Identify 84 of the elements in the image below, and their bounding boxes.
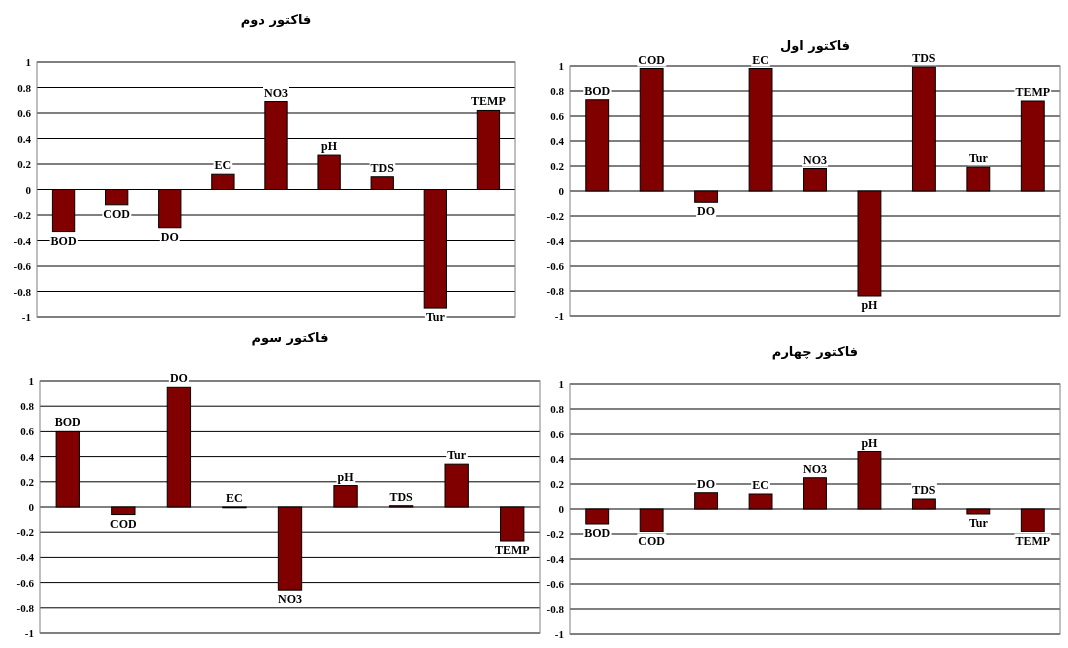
chart-title: فاکتور دوم	[240, 12, 312, 28]
x-tick-label: Tur	[447, 448, 467, 463]
x-tick-label: NO3	[264, 85, 288, 100]
x-tick-label: COD	[103, 206, 131, 221]
x-tick-label: TEMP	[494, 543, 530, 558]
y-tick-label: -1	[554, 310, 564, 322]
y-tick-label: 0.4	[20, 450, 35, 463]
chart-title: فاکتور چهارم	[771, 344, 859, 360]
y-tick-label: 0.8	[550, 85, 565, 97]
x-tick-label: NO3	[278, 592, 302, 607]
x-tick-label: TDS	[389, 489, 414, 504]
y-tick-label: 0	[28, 501, 35, 513]
y-tick-label: -0.4	[546, 553, 565, 565]
x-tick-label: EC	[214, 158, 232, 173]
y-tick-label: -0.8	[16, 601, 35, 614]
x-tick-label: pH	[861, 435, 879, 450]
y-tick-label: -0.2	[546, 528, 565, 540]
chart-title: فاکتور سوم	[251, 330, 329, 346]
x-tick-label: TDS	[370, 160, 395, 175]
y-tick-label: -1	[21, 311, 31, 323]
y-tick-label: 1	[558, 378, 564, 390]
x-tick-label: EC	[226, 491, 243, 505]
y-tick-label: -0.8	[546, 603, 565, 615]
y-tick-label: 0.2	[20, 475, 35, 488]
x-tick-label: COD	[110, 516, 137, 531]
y-tick-label: 0.4	[17, 132, 32, 145]
y-tick-label: 0.8	[20, 400, 35, 413]
x-tick-label: TEMP	[471, 94, 506, 109]
x-tick-label: NO3	[803, 461, 827, 476]
y-tick-label: -0.8	[546, 285, 565, 297]
x-tick-label: COD	[638, 52, 666, 67]
y-tick-label: 0.8	[550, 403, 565, 415]
y-tick-label: 0.4	[550, 135, 565, 147]
x-tick-label: pH	[861, 298, 879, 312]
y-tick-label: -0.4	[16, 551, 35, 564]
x-tick-label: NO3	[803, 152, 827, 167]
x-tick-label: Tur	[425, 310, 446, 325]
y-tick-label: -0.2	[546, 210, 565, 222]
x-tick-label: TEMP	[1015, 85, 1051, 99]
x-tick-label: COD	[638, 533, 666, 548]
y-tick-label: -1	[554, 628, 564, 640]
x-tick-label: TDS	[912, 51, 936, 66]
x-tick-label: BOD	[584, 83, 611, 98]
y-tick-label: -0.6	[16, 576, 35, 589]
x-tick-label: pH	[321, 139, 338, 154]
y-tick-label: -0.6	[13, 260, 32, 272]
x-tick-label: Tur	[968, 516, 989, 530]
x-tick-label: Tur	[968, 151, 989, 166]
y-tick-label: -0.4	[13, 234, 32, 247]
y-tick-label: 0.2	[550, 478, 565, 490]
y-tick-label: 1	[558, 60, 564, 72]
x-tick-label: BOD	[584, 526, 611, 540]
x-tick-label: EC	[752, 52, 769, 67]
x-tick-label: DO	[169, 371, 188, 386]
y-tick-label: -0.6	[546, 260, 565, 272]
y-tick-label: 0.8	[17, 81, 32, 94]
y-tick-label: -0.2	[13, 209, 32, 221]
x-tick-label: TEMP	[1015, 533, 1051, 548]
x-tick-label: DO	[697, 476, 716, 491]
y-tick-label: 0.2	[17, 158, 32, 170]
y-tick-label: -1	[24, 627, 34, 639]
y-tick-label: 0	[558, 185, 565, 197]
y-tick-label: -0.2	[16, 526, 35, 539]
y-tick-label: -0.8	[13, 285, 32, 298]
x-tick-label: TDS	[912, 483, 936, 497]
x-tick-label: DO	[160, 229, 179, 244]
y-tick-label: 0.6	[550, 428, 565, 440]
x-tick-label: BOD	[50, 233, 77, 248]
y-tick-label: 0	[25, 183, 32, 196]
y-tick-label: 0.2	[550, 160, 565, 172]
y-tick-label: -0.4	[546, 235, 565, 247]
y-tick-label: -0.6	[546, 578, 565, 590]
y-tick-label: 0	[558, 503, 565, 515]
y-tick-label: 0.6	[17, 107, 32, 119]
x-tick-label: EC	[752, 478, 769, 492]
y-tick-label: 0.4	[550, 453, 565, 465]
x-tick-label: BOD	[54, 415, 82, 430]
y-tick-label: 1	[25, 56, 31, 68]
y-tick-label: 0.6	[20, 425, 35, 438]
y-tick-label: 1	[28, 375, 34, 387]
x-tick-label: DO	[697, 204, 716, 219]
x-tick-label: pH	[337, 469, 355, 484]
y-tick-label: 0.6	[550, 110, 565, 122]
chart-title: فاکتور اول	[779, 38, 851, 53]
